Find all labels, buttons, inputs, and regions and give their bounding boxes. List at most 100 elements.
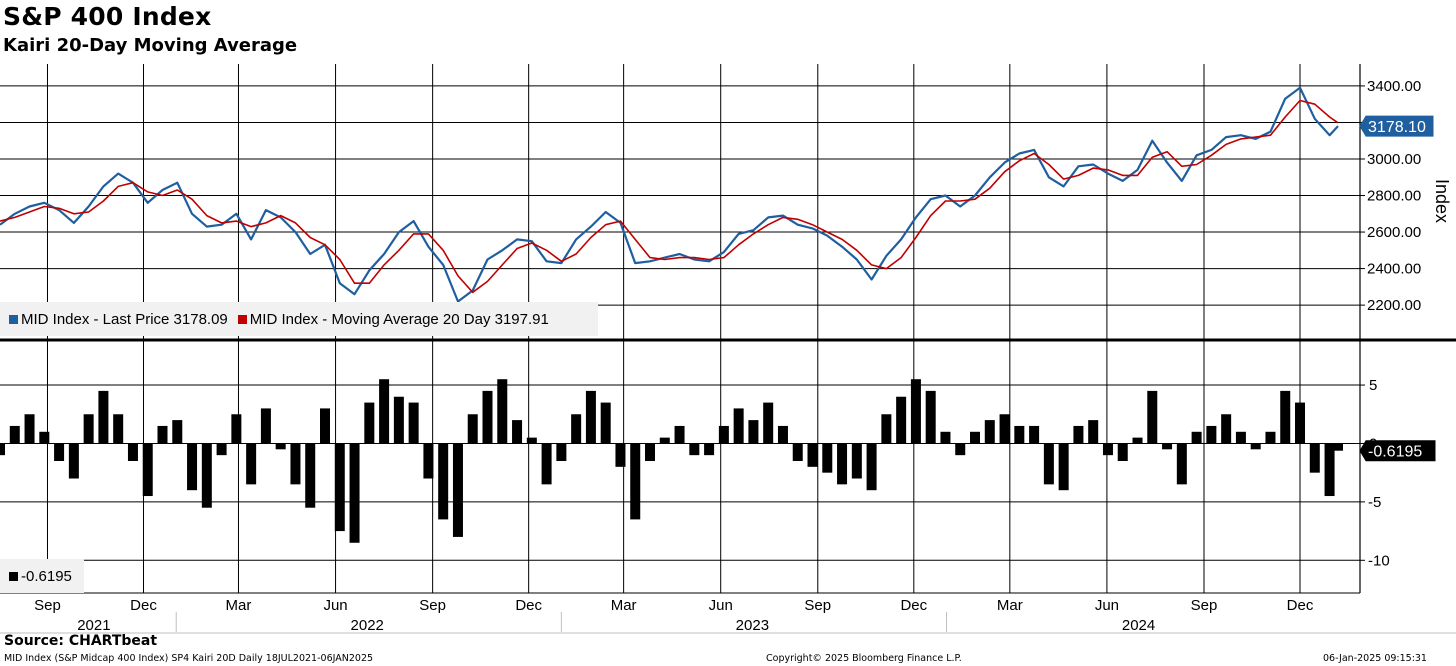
kairi-bar	[83, 414, 94, 444]
x-year-label: 2021	[77, 617, 110, 634]
upper-y-axis-title: Index	[1432, 179, 1452, 223]
kairi-bar	[320, 408, 331, 444]
x-month-label: Mar	[997, 597, 1023, 614]
kairi-bar	[748, 420, 759, 444]
kairi-bar	[482, 390, 493, 444]
x-month-label: Sep	[1191, 597, 1218, 614]
x-month-label: Jun	[709, 597, 733, 614]
kairi-bar	[541, 443, 552, 485]
price-line	[0, 86, 1339, 303]
kairi-bar	[1058, 443, 1069, 491]
kairi-bar	[423, 443, 434, 479]
kairi-bar	[438, 443, 449, 520]
x-month-label: Sep	[34, 597, 61, 614]
kairi-bar	[896, 396, 907, 444]
kairi-bar	[187, 443, 198, 491]
source-note: Source: CHARTbeat	[4, 633, 158, 649]
kairi-bar	[408, 402, 419, 444]
kairi-bar	[497, 379, 508, 444]
kairi-bar	[718, 425, 729, 444]
x-year-label: 2022	[351, 617, 384, 634]
x-month-label: Jun	[323, 597, 347, 614]
kairi-bar	[260, 408, 271, 444]
upper-tick-label: 3400.00	[1367, 78, 1421, 95]
kairi-bar	[615, 443, 626, 467]
kairi-bar	[1221, 414, 1232, 444]
legend-swatch-kairi	[9, 571, 18, 581]
x-month-label: Dec	[1287, 597, 1314, 614]
x-month-label: Mar	[226, 597, 252, 614]
kairi-bar	[142, 443, 153, 497]
kairi-bar	[334, 443, 345, 532]
kairi-bar	[157, 425, 168, 444]
kairi-bar	[571, 414, 582, 444]
kairi-bar	[807, 443, 818, 467]
kairi-bar	[526, 437, 537, 444]
x-month-label: Dec	[130, 597, 157, 614]
lower-tick-label: -10	[1368, 552, 1390, 569]
kairi-bar	[689, 443, 700, 456]
kairi-bar	[866, 443, 877, 491]
kairi-bar	[1043, 443, 1054, 485]
kairi-bar	[659, 437, 670, 444]
kairi-bar	[393, 396, 404, 444]
kairi-bar	[467, 414, 478, 444]
kairi-bar	[1324, 443, 1335, 497]
kairi-bar	[792, 443, 803, 461]
footer-timestamp: 06-Jan-2025 09:15:31	[1323, 653, 1427, 664]
chart-subtitle: Kairi 20-Day Moving Average	[3, 35, 298, 56]
kairi-bar	[349, 443, 360, 543]
kairi-bar	[290, 443, 301, 485]
kairi-bar	[127, 443, 138, 461]
kairi-bar	[645, 443, 656, 461]
lower-tick-label: 5	[1369, 377, 1377, 394]
kairi-bar	[216, 443, 227, 456]
kairi-bar	[379, 379, 390, 444]
legend-swatch-ma	[237, 315, 247, 325]
legend-swatch-price	[9, 315, 18, 325]
kairi-bar	[600, 402, 611, 444]
kairi-bar	[1176, 443, 1187, 485]
kairi-bar	[1206, 425, 1217, 444]
kairi-bar	[1132, 437, 1143, 444]
upper-tick-label: 3000.00	[1367, 151, 1421, 168]
legend-label-kairi: -0.6195	[21, 567, 72, 585]
kairi-bar	[881, 414, 892, 444]
kairi-bar	[1250, 443, 1261, 450]
kairi-bar	[940, 431, 951, 444]
kairi-bar	[231, 414, 242, 444]
kairi-bar	[704, 443, 715, 456]
kairi-bar	[1295, 402, 1306, 444]
kairi-bar	[837, 443, 848, 485]
kairi-bar	[674, 425, 685, 444]
x-month-label: Dec	[900, 597, 927, 614]
kairi-bar	[1073, 425, 1084, 444]
kairi-bar	[364, 402, 375, 444]
kairi-bar	[984, 420, 995, 444]
kairi-bar	[925, 390, 936, 444]
footer-description: MID Index (S&P Midcap 400 Index) SP4 Kai…	[4, 653, 374, 664]
kairi-bar	[777, 425, 788, 444]
legend-item-price: MID Index - Last Price 3178.09	[9, 311, 228, 328]
kairi-bar	[1333, 443, 1343, 451]
kairi-bar	[0, 443, 5, 456]
kairi-bar	[585, 390, 596, 444]
kairi-bar	[822, 443, 833, 473]
last-kairi-marker	[1359, 440, 1436, 462]
upper-tick-label: 2200.00	[1367, 297, 1421, 314]
kairi-bar	[630, 443, 641, 520]
kairi-bar	[39, 431, 50, 444]
kairi-bar	[1117, 443, 1128, 461]
kairi-bar	[1029, 425, 1040, 444]
kairi-bar	[305, 443, 316, 508]
kairi-bar	[1235, 431, 1246, 444]
kairi-bar	[452, 443, 463, 537]
kairi-bar	[1102, 443, 1113, 456]
last-price-label: 3178.10	[1368, 119, 1426, 136]
kairi-bar	[113, 414, 124, 444]
kairi-bar	[98, 390, 109, 444]
x-month-label: Sep	[804, 597, 831, 614]
kairi-bar	[910, 379, 921, 444]
kairi-bar	[955, 443, 966, 456]
